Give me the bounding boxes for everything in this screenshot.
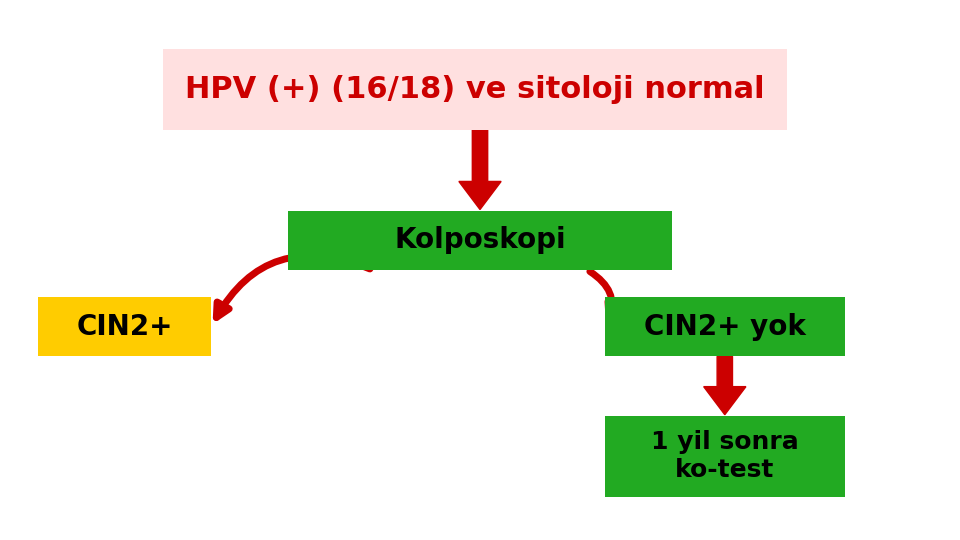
FancyArrow shape: [459, 130, 501, 210]
FancyBboxPatch shape: [163, 49, 787, 130]
Text: CIN2+ yok: CIN2+ yok: [644, 313, 805, 341]
FancyArrow shape: [704, 356, 746, 415]
FancyBboxPatch shape: [605, 297, 845, 356]
FancyBboxPatch shape: [38, 297, 211, 356]
Text: 1 yil sonra
ko-test: 1 yil sonra ko-test: [651, 430, 799, 482]
FancyBboxPatch shape: [605, 416, 845, 497]
Text: CIN2+: CIN2+: [77, 313, 173, 341]
Text: Kolposkopi: Kolposkopi: [395, 226, 565, 254]
Text: HPV (+) (16/18) ve sitoloji normal: HPV (+) (16/18) ve sitoloji normal: [185, 75, 765, 104]
FancyBboxPatch shape: [288, 211, 672, 270]
